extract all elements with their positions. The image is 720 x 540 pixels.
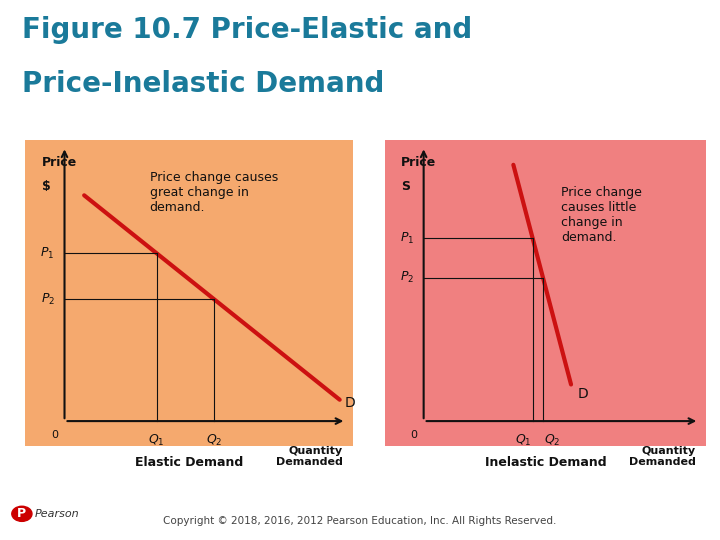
Text: $: $ [42,180,50,193]
Text: Price: Price [42,156,77,168]
Text: $P_1$: $P_1$ [40,246,55,261]
Text: D: D [345,396,356,410]
Text: Figure 10.7 Price-Elastic and: Figure 10.7 Price-Elastic and [22,16,472,44]
Text: Inelastic Demand: Inelastic Demand [485,456,606,469]
Text: $Q_2$: $Q_2$ [544,433,561,448]
Text: $Q_1$: $Q_1$ [148,433,165,448]
Text: Pearson: Pearson [35,509,80,519]
Text: S: S [401,180,410,193]
Text: $Q_1$: $Q_1$ [515,433,531,448]
Text: Elastic Demand: Elastic Demand [135,456,243,469]
Text: Copyright © 2018, 2016, 2012 Pearson Education, Inc. All Rights Reserved.: Copyright © 2018, 2016, 2012 Pearson Edu… [163,516,557,526]
Text: Price-Inelastic Demand: Price-Inelastic Demand [22,70,384,98]
Text: D: D [577,387,588,401]
Circle shape [12,507,32,522]
Text: $P_2$: $P_2$ [40,292,55,307]
Text: Quantity
Demanded: Quantity Demanded [276,446,343,467]
Text: $P_1$: $P_1$ [400,231,414,246]
Text: Price change causes
great change in
demand.: Price change causes great change in dema… [150,171,278,214]
Text: 0: 0 [51,430,58,440]
Text: Quantity
Demanded: Quantity Demanded [629,446,696,467]
Text: 0: 0 [410,430,418,440]
Text: $P_2$: $P_2$ [400,270,414,285]
Text: Price change
causes little
change in
demand.: Price change causes little change in dem… [562,186,642,244]
Text: P: P [17,507,27,521]
Text: $Q_2$: $Q_2$ [206,433,222,448]
Text: Price: Price [401,156,436,168]
